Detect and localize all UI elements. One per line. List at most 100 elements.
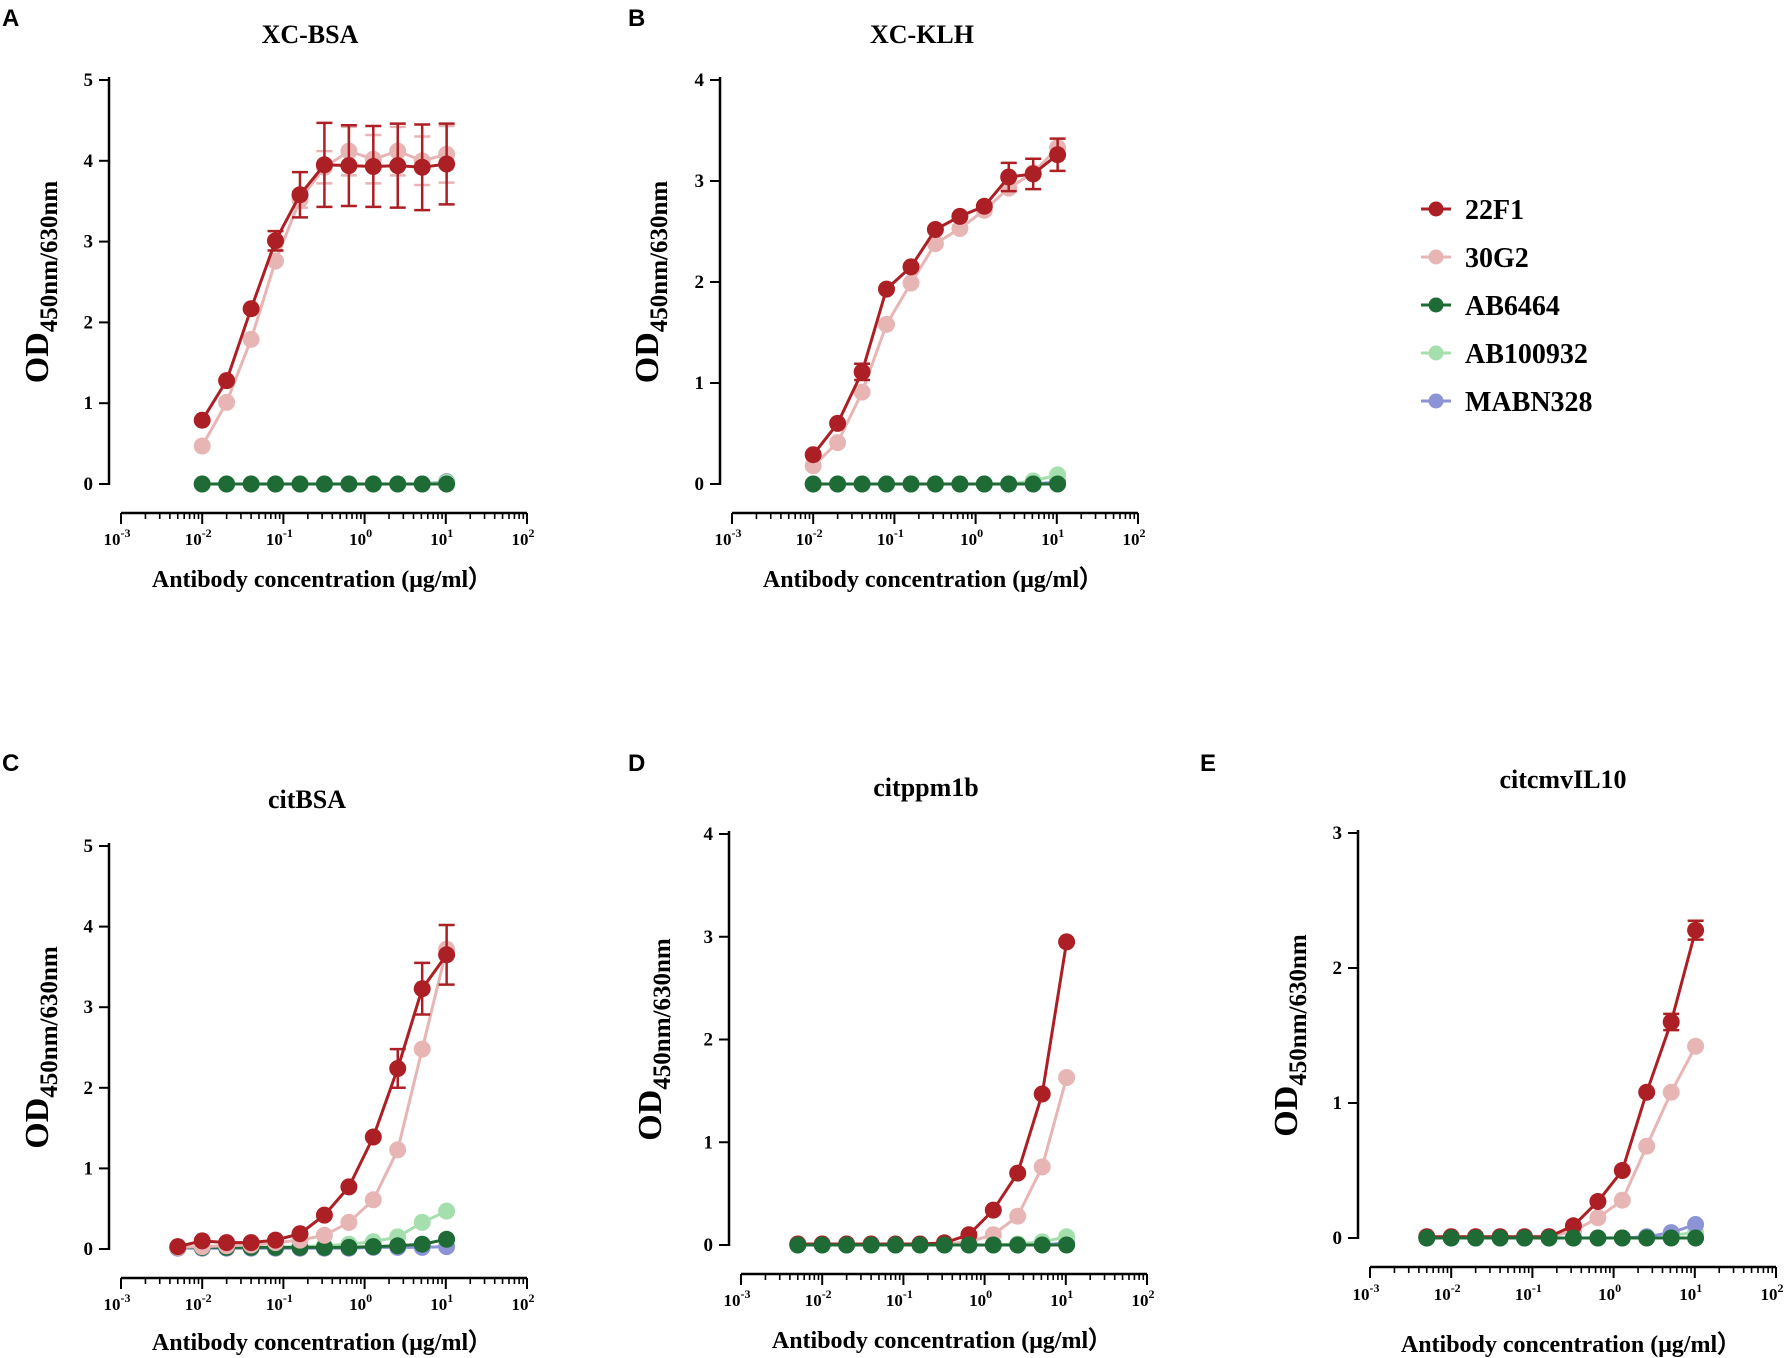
data-point-ab6464 <box>926 475 944 493</box>
x-tick-label: 10-3 <box>104 1291 131 1314</box>
data-point-30g2 <box>951 220 969 237</box>
data-point-ab6464 <box>413 1235 431 1253</box>
y-axis-label-sub: 450nm/630nm <box>36 181 63 333</box>
data-point-22f1 <box>413 158 431 176</box>
data-point-ab6464 <box>862 1236 880 1254</box>
x-tick-label: 102 <box>512 526 535 549</box>
x-tick-label: 102 <box>1123 526 1146 549</box>
legend-item: 22F1 <box>1421 195 1524 226</box>
y-axis-label: OD450nm/630nm <box>632 938 676 1141</box>
series-22f1 <box>789 933 1076 1253</box>
x-tick-base: 10 <box>969 1291 986 1310</box>
data-point-ab6464 <box>984 1236 1002 1254</box>
y-tick-label: 3 <box>84 997 94 1018</box>
data-point-ab6464 <box>1687 1229 1705 1247</box>
y-tick-label: 3 <box>1333 823 1343 844</box>
y-tick-label: 1 <box>695 373 705 394</box>
x-tick-label: 10-2 <box>185 1291 212 1314</box>
series-30g2 <box>1418 1037 1705 1246</box>
x-tick-exponent: -3 <box>732 526 742 540</box>
x-tick-label: 101 <box>1041 526 1064 549</box>
x-tick-label: 10-1 <box>1515 1281 1542 1304</box>
x-tick-label: 100 <box>969 1287 992 1310</box>
data-point-ab6464 <box>242 475 260 493</box>
data-point-22f1 <box>902 258 920 276</box>
y-axis-label-sub: 450nm/630nm <box>36 946 63 1098</box>
data-point-30g2 <box>413 1040 431 1058</box>
data-point-30g2 <box>1033 1158 1051 1176</box>
data-point-ab6464 <box>902 475 920 493</box>
data-point-30g2 <box>315 1226 333 1244</box>
y-axis-label: OD450nm/630nm <box>1268 934 1312 1137</box>
y-axis-label-main: OD <box>1268 1086 1305 1137</box>
y-tick-label: 0 <box>1333 1228 1343 1249</box>
data-point-ab6464 <box>291 475 309 493</box>
y-tick-label: 1 <box>84 1158 94 1179</box>
x-tick-label: 10-1 <box>266 526 293 549</box>
x-tick-label: 101 <box>430 1291 453 1314</box>
x-tick-exponent: -1 <box>1532 1281 1542 1295</box>
data-point-22f1 <box>340 1178 358 1196</box>
x-tick-exponent: 2 <box>1149 1287 1155 1301</box>
y-tick-label: 0 <box>84 474 94 495</box>
x-tick-exponent: -3 <box>121 1291 131 1305</box>
data-point-ab6464 <box>1024 475 1042 493</box>
y-tick-label: 0 <box>695 474 705 495</box>
data-point-22f1 <box>413 980 431 998</box>
legend-item: AB6464 <box>1421 291 1560 322</box>
y-axis-label: OD450nm/630nm <box>629 181 673 384</box>
y-tick-label: 4 <box>84 151 94 172</box>
data-point-ab100932 <box>413 1213 431 1231</box>
data-point-22f1 <box>1009 1164 1027 1182</box>
legend-swatch-marker <box>1428 345 1444 361</box>
y-tick-label: 4 <box>84 917 94 938</box>
data-point-22f1 <box>193 1232 211 1250</box>
x-tick-exponent: 2 <box>529 1291 535 1305</box>
data-point-ab6464 <box>315 1238 333 1256</box>
y-axis-label-main: OD <box>19 332 56 383</box>
x-tick-base: 10 <box>512 530 529 549</box>
data-point-30g2 <box>1613 1191 1631 1209</box>
data-point-22f1 <box>1638 1083 1656 1101</box>
x-axis-label: Antibody concentration (μg/ml） <box>772 1327 1112 1354</box>
legend-swatch-marker <box>1428 393 1444 409</box>
y-axis-label-main: OD <box>19 1098 56 1149</box>
x-tick-exponent: -3 <box>741 1287 751 1301</box>
data-point-22f1 <box>267 1231 284 1249</box>
legend-label: AB100932 <box>1465 339 1588 370</box>
series-22f1 <box>804 137 1067 464</box>
x-tick-exponent: 2 <box>1140 526 1146 540</box>
x-tick-exponent: 1 <box>447 526 453 540</box>
data-point-22f1 <box>1687 921 1705 939</box>
x-tick-exponent: 2 <box>1778 1281 1784 1295</box>
data-point-30g2 <box>218 393 236 411</box>
x-tick-base: 10 <box>724 1291 741 1310</box>
data-point-22f1 <box>291 1225 309 1243</box>
data-point-ab6464 <box>1009 1236 1027 1254</box>
data-point-ab6464 <box>1049 475 1067 493</box>
data-point-ab6464 <box>878 475 895 493</box>
data-point-22f1 <box>315 156 333 174</box>
data-point-ab6464 <box>1000 475 1018 493</box>
x-tick-exponent: 2 <box>529 526 535 540</box>
data-point-22f1 <box>975 197 993 215</box>
chart-title: XC-KLH <box>870 20 974 49</box>
legend-label: 30G2 <box>1465 243 1529 274</box>
x-tick-base: 10 <box>430 1295 447 1314</box>
x-tick-base: 10 <box>104 530 121 549</box>
x-tick-exponent: 1 <box>1058 526 1064 540</box>
series-line-30g2 <box>177 948 449 1249</box>
x-tick-exponent: -1 <box>283 526 293 540</box>
x-tick-exponent: -2 <box>202 526 212 540</box>
data-point-22f1 <box>804 446 822 464</box>
data-point-30g2 <box>242 330 260 348</box>
y-axis-label: OD450nm/630nm <box>19 181 63 384</box>
series-22f1 <box>193 121 456 429</box>
panel-letter: C <box>2 750 19 777</box>
x-tick-label: 101 <box>1050 1287 1073 1310</box>
series-ab6464 <box>169 1230 456 1256</box>
chart-title: XC-BSA <box>262 20 359 49</box>
x-tick-label: 102 <box>1761 1281 1784 1304</box>
